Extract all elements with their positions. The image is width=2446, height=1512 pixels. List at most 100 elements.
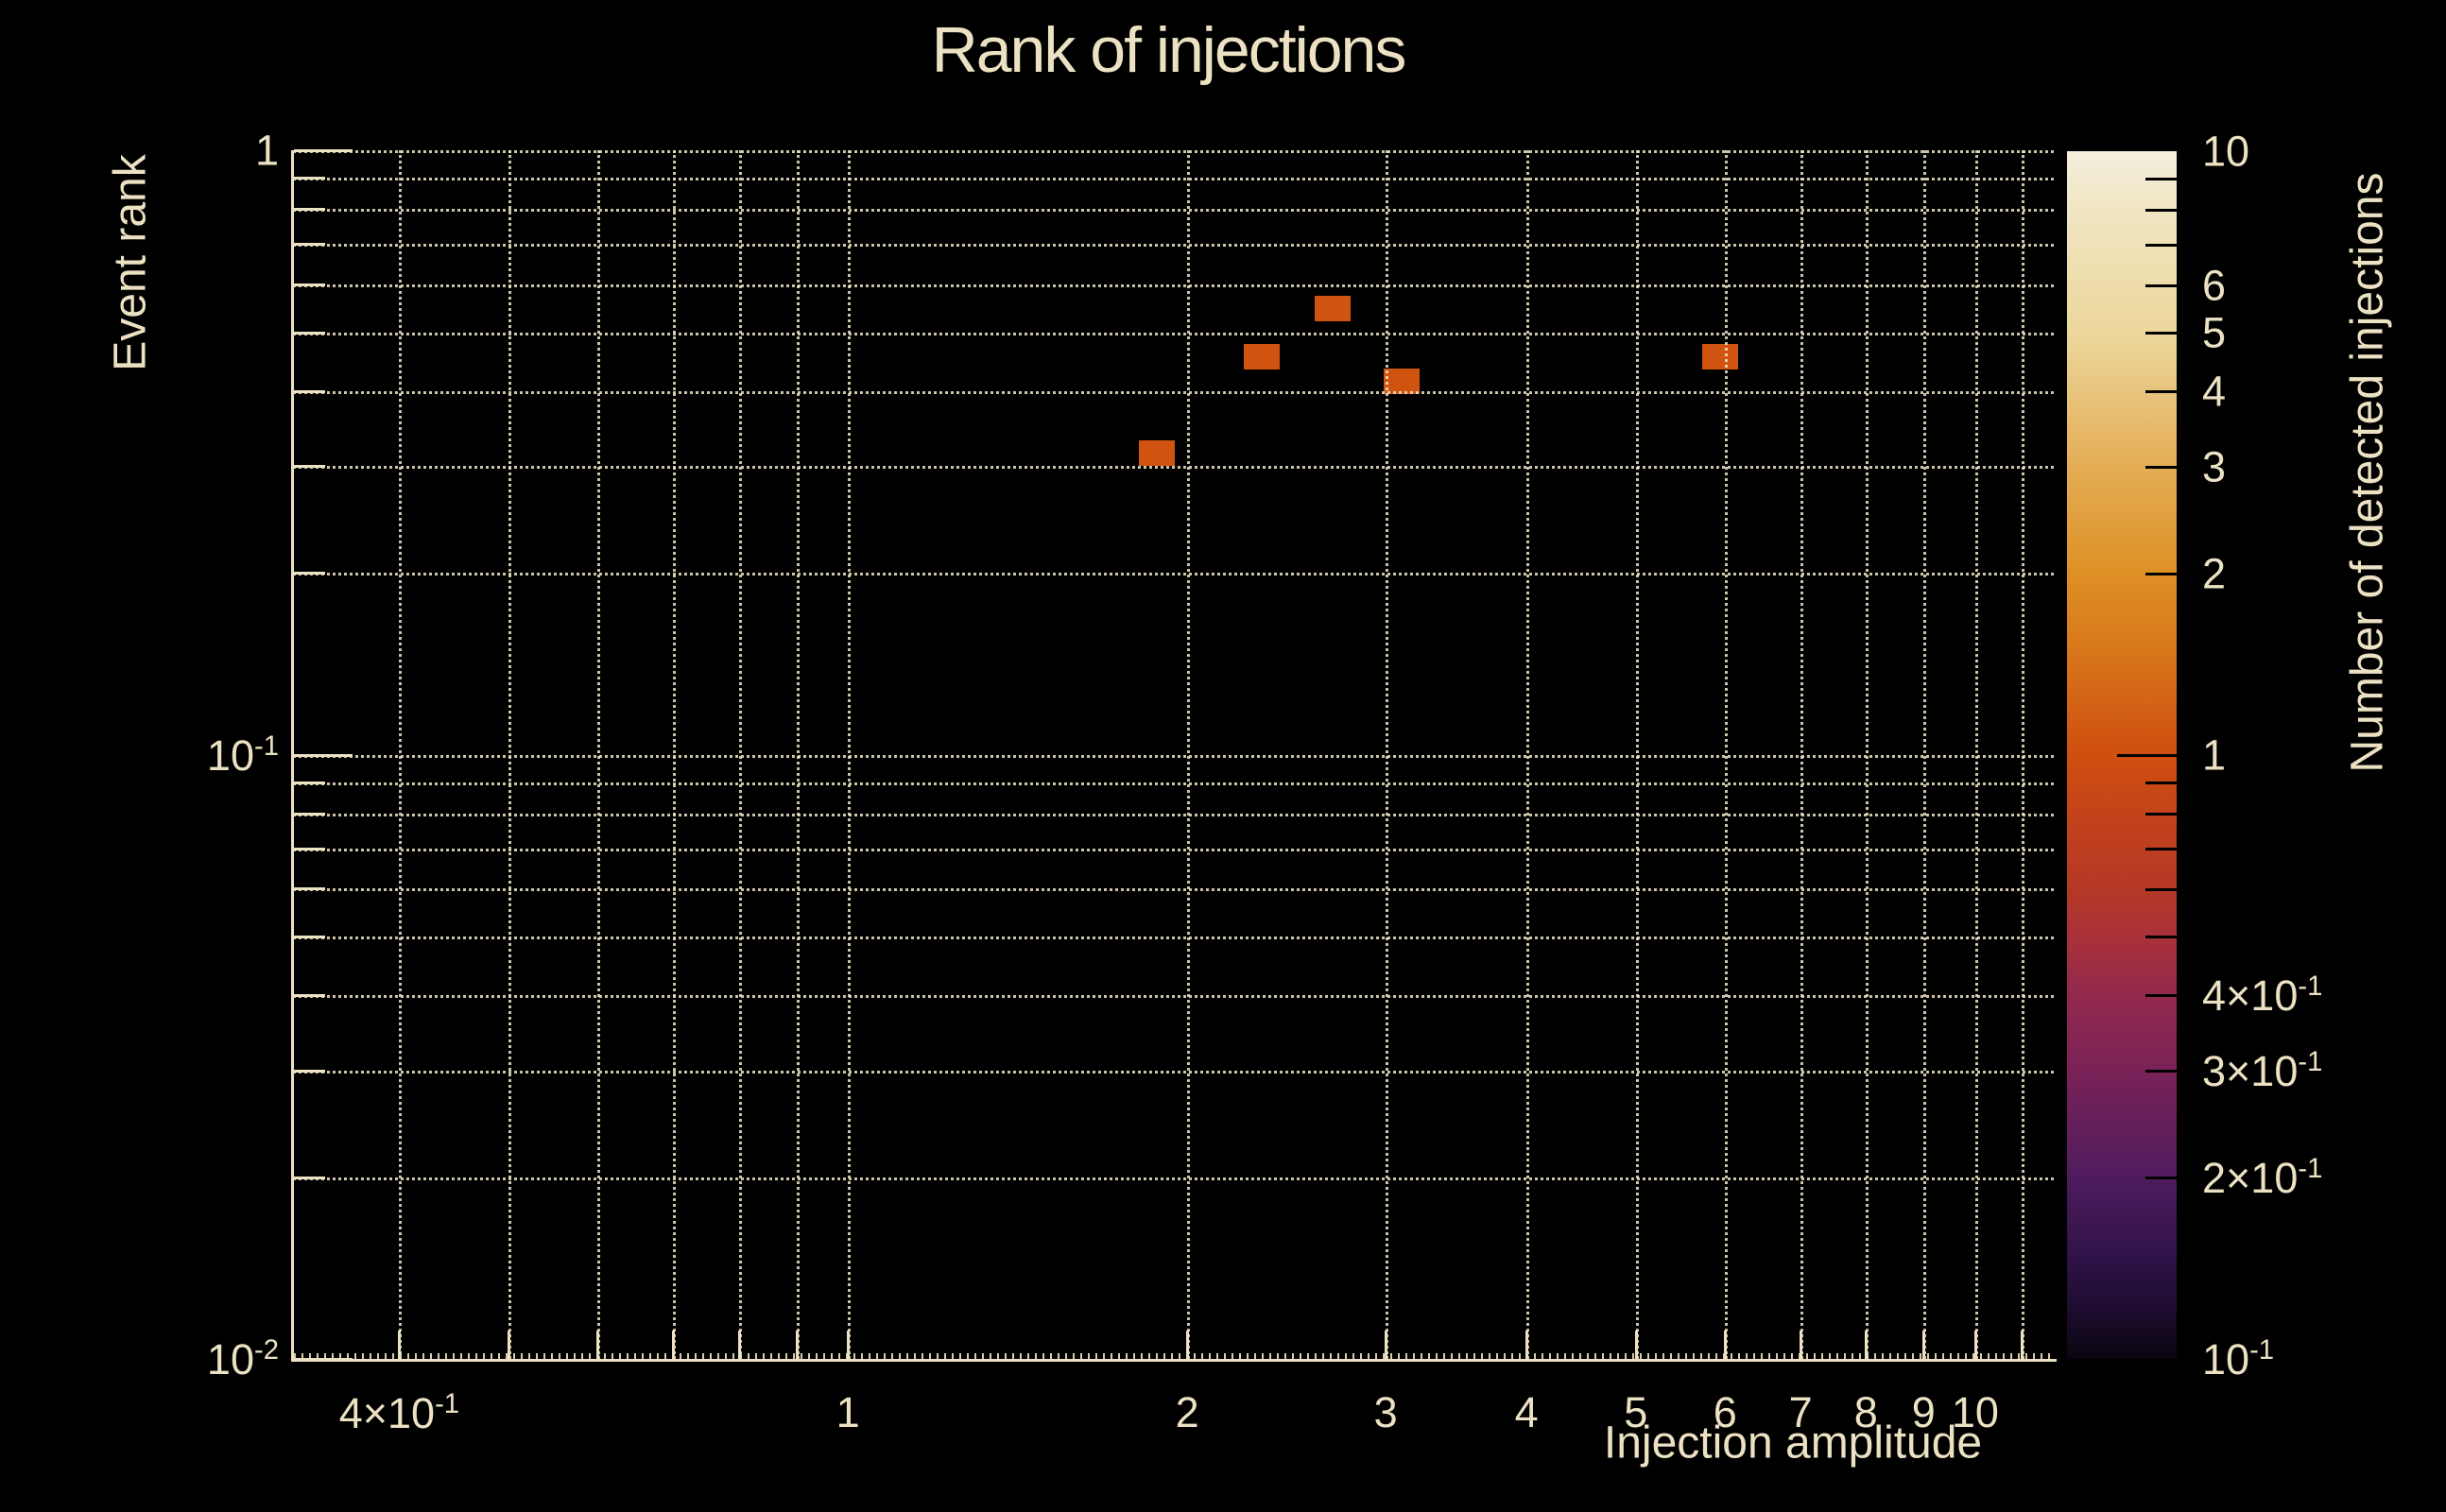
colorbar-tick-label: 3×10-1 bbox=[2202, 1047, 2323, 1096]
colorbar-tick-label: 5 bbox=[2202, 308, 2227, 357]
x-axis-tick bbox=[737, 1331, 741, 1359]
colorbar-tick-label: 2×10-1 bbox=[2202, 1153, 2323, 1202]
colorbar-tick bbox=[2145, 782, 2177, 785]
x-tick-label: 5 bbox=[1624, 1388, 1648, 1436]
colorbar-tick bbox=[2145, 994, 2177, 998]
y-axis-tick bbox=[294, 243, 325, 247]
x-tick-label: 3 bbox=[1373, 1388, 1398, 1436]
heatmap-bin bbox=[1244, 344, 1281, 370]
x-tick-label: 6 bbox=[1713, 1388, 1737, 1436]
x-axis-tick bbox=[847, 1331, 851, 1359]
colorbar-title: Number of detected injections bbox=[2342, 172, 2393, 773]
y-gridline bbox=[293, 782, 2054, 785]
colorbar-tick-label: 10 bbox=[2202, 127, 2250, 176]
x-axis-tick bbox=[508, 1331, 510, 1359]
x-axis-minor-tick-comb bbox=[294, 1353, 2055, 1359]
colorbar-tick bbox=[2145, 887, 2177, 891]
y-axis-tick bbox=[294, 208, 325, 211]
y-axis-tick bbox=[294, 936, 325, 938]
colorbar-tick bbox=[2145, 178, 2177, 181]
y-axis-title: Event rank bbox=[105, 154, 156, 371]
x-tick-label: 1 bbox=[835, 1388, 860, 1436]
colorbar-tick bbox=[2145, 284, 2177, 287]
x-tick-label: 4×10-1 bbox=[338, 1389, 460, 1437]
colorbar-tick bbox=[2145, 208, 2177, 212]
heatmap-bin bbox=[1384, 368, 1421, 394]
y-axis-tick bbox=[294, 283, 325, 286]
y-axis-tick bbox=[294, 847, 325, 850]
x-tick-label: 8 bbox=[1853, 1388, 1878, 1436]
y-axis-tick bbox=[294, 465, 325, 469]
x-axis-tick bbox=[1800, 1331, 1803, 1359]
y-gridline bbox=[293, 754, 2054, 758]
colorbar-tick bbox=[2145, 812, 2177, 816]
x-axis-line bbox=[291, 1359, 2057, 1362]
colorbar-tick-label: 6 bbox=[2202, 261, 2227, 310]
y-tick-label: 10-2 bbox=[206, 1335, 279, 1383]
heatmap-bin bbox=[1702, 344, 1738, 370]
colorbar-tick bbox=[2145, 936, 2177, 939]
y-gridline bbox=[293, 888, 2054, 892]
y-axis-tick bbox=[294, 177, 325, 180]
x-axis-tick bbox=[672, 1331, 676, 1359]
x-axis-tick bbox=[1385, 1331, 1388, 1359]
y-gridline bbox=[293, 209, 2054, 212]
colorbar-tick bbox=[2145, 332, 2177, 335]
x-axis-title: Injection amplitude bbox=[1603, 1418, 1983, 1469]
x-axis-tick bbox=[1865, 1331, 1869, 1359]
y-axis-tick bbox=[294, 1358, 353, 1361]
x-axis-tick bbox=[1186, 1331, 1190, 1359]
colorbar-tick bbox=[2145, 466, 2177, 470]
y-gridline bbox=[293, 1177, 2054, 1180]
colorbar-tick bbox=[2117, 754, 2177, 757]
y-gridline bbox=[293, 284, 2054, 287]
colorbar-tick-label: 4×10-1 bbox=[2202, 971, 2323, 1021]
x-axis-tick bbox=[1922, 1331, 1926, 1359]
heatmap-bin bbox=[1314, 296, 1351, 322]
colorbar-tick bbox=[2145, 1070, 2177, 1074]
y-axis-tick bbox=[294, 781, 325, 784]
y-gridline bbox=[293, 813, 2054, 816]
y-gridline bbox=[293, 244, 2054, 248]
y-gridline bbox=[293, 573, 2054, 576]
x-axis-tick bbox=[398, 1331, 402, 1359]
y-axis-tick bbox=[294, 149, 353, 152]
colorbar-tick-label: 2 bbox=[2202, 549, 2227, 598]
y-gridline bbox=[293, 995, 2054, 998]
y-axis-tick bbox=[294, 812, 325, 816]
colorbar-tick-label: 10-1 bbox=[2202, 1335, 2275, 1383]
x-tick-label: 2 bbox=[1175, 1388, 1199, 1436]
x-axis-tick bbox=[596, 1331, 600, 1359]
x-axis-tick bbox=[1724, 1331, 1728, 1359]
x-tick-label: 10 bbox=[1951, 1388, 1999, 1436]
chart-title: Rank of injections bbox=[931, 14, 1407, 86]
x-axis-tick bbox=[1973, 1331, 1977, 1359]
colorbar-tick-label: 3 bbox=[2202, 442, 2227, 491]
y-axis-tick bbox=[294, 572, 325, 575]
x-axis-tick bbox=[1634, 1331, 1638, 1359]
x-tick-label: 4 bbox=[1514, 1388, 1539, 1436]
y-gridline bbox=[293, 332, 2054, 335]
x-axis-tick bbox=[2021, 1331, 2024, 1359]
y-axis-tick bbox=[294, 1176, 325, 1179]
y-tick-label: 1 bbox=[254, 126, 279, 175]
colorbar-tick bbox=[2145, 848, 2177, 850]
y-gridline bbox=[293, 390, 2054, 394]
y-axis-tick bbox=[294, 1069, 325, 1073]
colorbar-tick bbox=[2145, 1176, 2177, 1179]
colorbar-tick bbox=[2145, 390, 2177, 394]
heatmap-bin bbox=[1139, 440, 1175, 467]
y-gridline bbox=[293, 1070, 2054, 1074]
y-axis-line bbox=[291, 150, 294, 1362]
x-tick-label: 7 bbox=[1788, 1388, 1813, 1436]
x-tick-label: 9 bbox=[1911, 1388, 1936, 1436]
y-axis-tick bbox=[294, 887, 325, 891]
y-axis-tick bbox=[294, 994, 325, 997]
y-gridline bbox=[293, 150, 2054, 153]
y-gridline bbox=[293, 848, 2054, 851]
colorbar-tick-label: 4 bbox=[2202, 367, 2227, 416]
y-gridline bbox=[293, 178, 2054, 181]
y-axis-tick bbox=[294, 389, 325, 393]
colorbar-tick-label: 1 bbox=[2202, 730, 2227, 780]
